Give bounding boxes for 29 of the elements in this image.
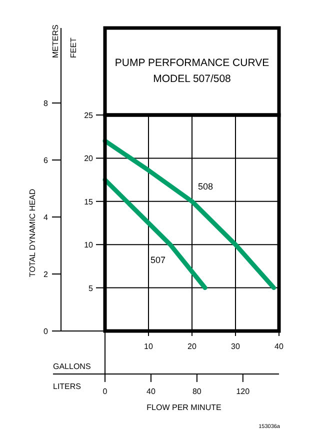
x-tick-label: 30 — [231, 342, 240, 351]
y2-tick-label: 6 — [44, 156, 49, 165]
y-tick-label: 25 — [84, 111, 94, 120]
x2-axis-title: LITERS — [53, 382, 82, 391]
chart-title: PUMP PERFORMANCE CURVE — [114, 57, 270, 69]
chart-subtitle: MODEL 507/508 — [153, 73, 232, 85]
x2-tick-label: 40 — [146, 387, 156, 396]
x2-tick-label: 0 — [102, 387, 108, 396]
y-tick-label: 15 — [84, 197, 94, 206]
text: METERS — [51, 24, 60, 58]
text: TOTAL DYNAMIC HEAD — [28, 188, 37, 278]
text: FEET — [69, 37, 78, 58]
x-tick-label: 20 — [188, 342, 197, 351]
y2-tick-label: 4 — [44, 213, 49, 222]
series-label: 507 — [150, 255, 166, 265]
line-series — [102, 138, 276, 290]
y-tick-label: 5 — [88, 284, 94, 293]
y-tick-label: 10 — [84, 240, 94, 250]
x2-tick-label: 120 — [236, 387, 250, 396]
y2-tick-label: 8 — [44, 99, 49, 108]
x-axis-title: GALLONS — [53, 362, 91, 371]
x2-tick-label: 80 — [192, 387, 202, 396]
series-label: 508 — [198, 181, 214, 192]
y2-tick-label: 0 — [44, 327, 49, 336]
x-tick-label: 10 — [144, 342, 154, 351]
x-tick-label: 40 — [274, 342, 284, 351]
y-tick-label: 20 — [84, 154, 94, 164]
y2-tick-label: 2 — [44, 270, 49, 279]
text: FLOW PER MINUTE — [146, 403, 222, 412]
